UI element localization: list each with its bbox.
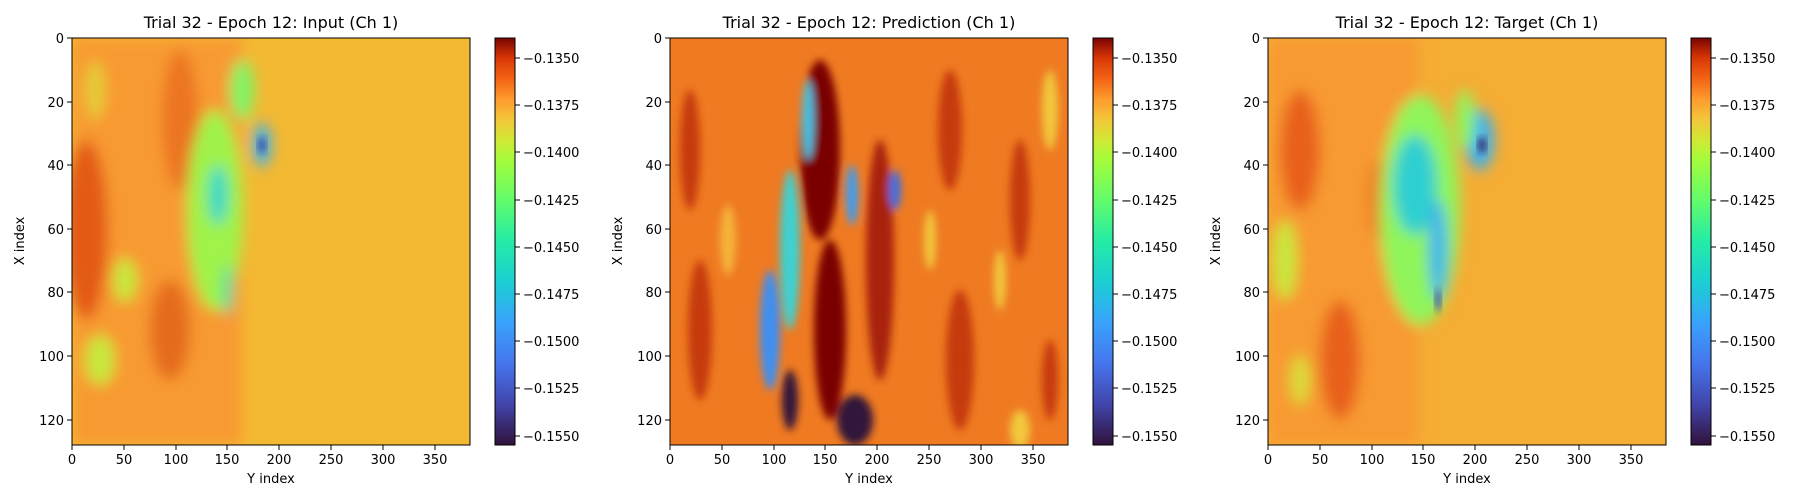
x-tick-label: 350 [423,453,448,468]
y-tick-label: 0 [56,32,64,47]
x-axis-label: Y index [844,472,893,487]
colorbar-tick-label: −0.1400 [1121,146,1177,161]
colorbar-tick-label: −0.1450 [1719,241,1775,256]
panel-input: Trial 32 - Epoch 12: Input (Ch 1) 0 [13,13,579,487]
panel-title: Trial 32 - Epoch 12: Input (Ch 1) [143,13,399,32]
x-tick-label: 50 [1312,453,1329,468]
y-tick-label: 120 [1235,414,1260,429]
panel-target: Trial 32 - Epoch 12: Target (Ch 1) 0 [1209,13,1775,487]
heatmap-image [1268,38,1666,445]
y-tick-label: 80 [47,286,64,301]
x-tick-label: 100 [1360,453,1385,468]
y-tick-label: 60 [47,223,64,238]
x-tick-label: 200 [865,453,890,468]
y-axis-label: X index [611,216,626,265]
y-tick-label: 40 [47,159,64,174]
x-tick-label: 250 [1515,453,1540,468]
y-tick-label: 20 [1243,96,1260,111]
colorbar-tick-label: −0.1475 [1719,288,1775,303]
colorbar-tick-label: −0.1550 [1719,430,1775,445]
heatmap-image [670,38,1068,445]
x-tick-label: 200 [1463,453,1488,468]
colorbar-tick-label: −0.1550 [523,430,579,445]
panel-title: Trial 32 - Epoch 12: Target (Ch 1) [1335,13,1599,32]
y-tick-label: 100 [637,350,662,365]
y-tick-label: 40 [645,159,662,174]
colorbar-tick-label: −0.1350 [1121,52,1177,67]
x-axis: 0 50 100 150 200 250 300 350 Y index [666,445,1046,487]
panel-prediction: Trial 32 - Epoch 12: Prediction (Ch 1) [611,13,1177,487]
x-tick-label: 50 [116,453,133,468]
y-tick-label: 80 [645,286,662,301]
y-tick-label: 60 [1243,223,1260,238]
colorbar-tick-label: −0.1450 [523,241,579,256]
x-tick-label: 350 [1021,453,1046,468]
colorbar-tick-label: −0.1525 [1121,382,1177,397]
colorbar-tick-label: −0.1400 [523,146,579,161]
colorbar-tick-label: −0.1350 [1719,52,1775,67]
colorbar-tick-label: −0.1450 [1121,241,1177,256]
colorbar-tick-label: −0.1525 [1719,382,1775,397]
y-tick-label: 100 [1235,350,1260,365]
colorbar-tick-label: −0.1500 [1719,335,1775,350]
x-axis-label: Y index [246,472,295,487]
y-axis: 0 20 40 60 80 100 120 X index [611,32,670,429]
colorbar: −0.1350 −0.1375 −0.1400 −0.1425 −0.1450 … [494,37,579,446]
y-tick-label: 40 [1243,159,1260,174]
colorbar-tick-label: −0.1500 [523,335,579,350]
colorbar-tick-label: −0.1475 [523,288,579,303]
x-tick-label: 300 [371,453,396,468]
x-axis-label: Y index [1442,472,1491,487]
x-tick-label: 300 [1567,453,1592,468]
x-tick-label: 200 [267,453,292,468]
colorbar-tick-label: −0.1400 [1719,146,1775,161]
heatmap-image [72,38,470,445]
colorbar: −0.1350 −0.1375 −0.1400 −0.1425 −0.1450 … [1092,37,1177,446]
y-tick-label: 80 [1243,286,1260,301]
colorbar-tick-label: −0.1425 [523,194,579,209]
colorbar-tick-label: −0.1475 [1121,288,1177,303]
x-tick-label: 150 [813,453,838,468]
x-tick-label: 50 [714,453,731,468]
panel-title: Trial 32 - Epoch 12: Prediction (Ch 1) [722,13,1016,32]
y-tick-label: 20 [47,96,64,111]
y-tick-label: 0 [1252,32,1260,47]
colorbar: −0.1350 −0.1375 −0.1400 −0.1425 −0.1450 … [1690,37,1775,446]
colorbar-tick-label: −0.1525 [523,382,579,397]
y-tick-label: 20 [645,96,662,111]
x-tick-label: 150 [1411,453,1436,468]
colorbar-tick-label: −0.1350 [523,52,579,67]
y-axis-label: X index [1209,216,1224,265]
colorbar-tick-label: −0.1550 [1121,430,1177,445]
x-tick-label: 350 [1619,453,1644,468]
x-tick-label: 150 [215,453,240,468]
y-axis: 0 20 40 60 80 100 120 X index [13,32,72,429]
y-tick-label: 120 [39,414,64,429]
x-axis: 0 50 100 150 200 250 300 350 Y index [68,445,448,487]
x-tick-label: 100 [164,453,189,468]
colorbar-tick-label: −0.1425 [1719,194,1775,209]
x-tick-label: 250 [319,453,344,468]
x-tick-label: 0 [666,453,674,468]
x-tick-label: 0 [68,453,76,468]
colorbar-tick-label: −0.1375 [1121,99,1177,114]
y-axis: 0 20 40 60 80 100 120 X index [1209,32,1268,429]
y-tick-label: 0 [654,32,662,47]
x-tick-label: 250 [917,453,942,468]
colorbar-tick-label: −0.1375 [523,99,579,114]
colorbar-tick-label: −0.1500 [1121,335,1177,350]
x-axis: 0 50 100 150 200 250 300 350 Y index [1264,445,1644,487]
x-tick-label: 100 [762,453,787,468]
y-tick-label: 120 [637,414,662,429]
y-tick-label: 60 [645,223,662,238]
x-tick-label: 0 [1264,453,1272,468]
x-tick-label: 300 [969,453,994,468]
y-tick-label: 100 [39,350,64,365]
colorbar-tick-label: −0.1375 [1719,99,1775,114]
y-axis-label: X index [13,216,28,265]
colorbar-tick-label: −0.1425 [1121,194,1177,209]
